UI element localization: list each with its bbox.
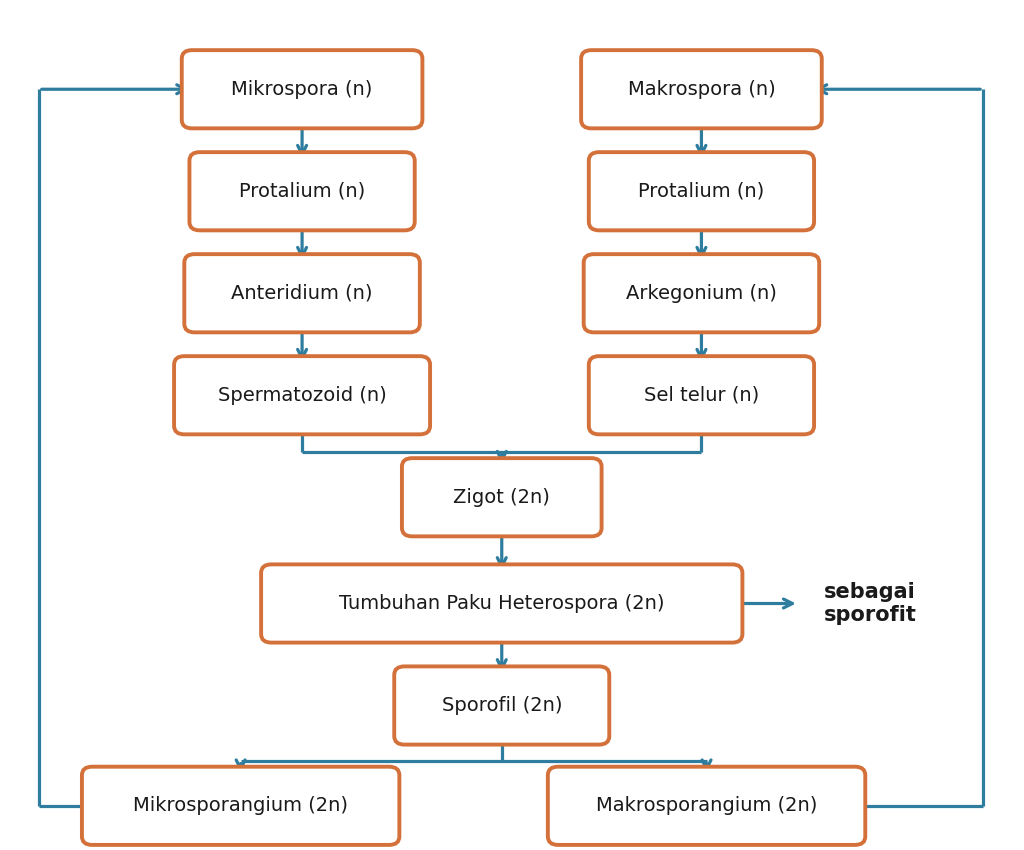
Text: Protalium (n): Protalium (n)	[239, 182, 366, 201]
Text: Sel telur (n): Sel telur (n)	[644, 386, 759, 405]
FancyBboxPatch shape	[582, 50, 821, 128]
Text: Mikrospora (n): Mikrospora (n)	[231, 80, 373, 99]
Text: Mikrosporangium (2n): Mikrosporangium (2n)	[133, 796, 348, 815]
FancyBboxPatch shape	[82, 767, 399, 845]
Text: Anteridium (n): Anteridium (n)	[231, 284, 373, 303]
Text: Makrosporangium (2n): Makrosporangium (2n)	[596, 796, 817, 815]
Text: Makrospora (n): Makrospora (n)	[628, 80, 775, 99]
Text: Spermatozoid (n): Spermatozoid (n)	[218, 386, 386, 405]
Text: sebagai
sporofit: sebagai sporofit	[824, 582, 918, 625]
FancyBboxPatch shape	[548, 767, 865, 845]
FancyBboxPatch shape	[584, 254, 819, 332]
FancyBboxPatch shape	[261, 564, 742, 643]
Text: Protalium (n): Protalium (n)	[638, 182, 765, 201]
Text: Sporofil (2n): Sporofil (2n)	[441, 696, 562, 715]
FancyBboxPatch shape	[401, 458, 601, 536]
Text: Zigot (2n): Zigot (2n)	[454, 488, 550, 507]
FancyBboxPatch shape	[589, 356, 814, 434]
FancyBboxPatch shape	[189, 152, 415, 230]
FancyBboxPatch shape	[589, 152, 814, 230]
FancyBboxPatch shape	[182, 50, 422, 128]
FancyBboxPatch shape	[174, 356, 430, 434]
FancyBboxPatch shape	[184, 254, 420, 332]
Text: Tumbuhan Paku Heterospora (2n): Tumbuhan Paku Heterospora (2n)	[339, 594, 665, 613]
FancyBboxPatch shape	[394, 666, 609, 745]
Text: Arkegonium (n): Arkegonium (n)	[626, 284, 777, 303]
